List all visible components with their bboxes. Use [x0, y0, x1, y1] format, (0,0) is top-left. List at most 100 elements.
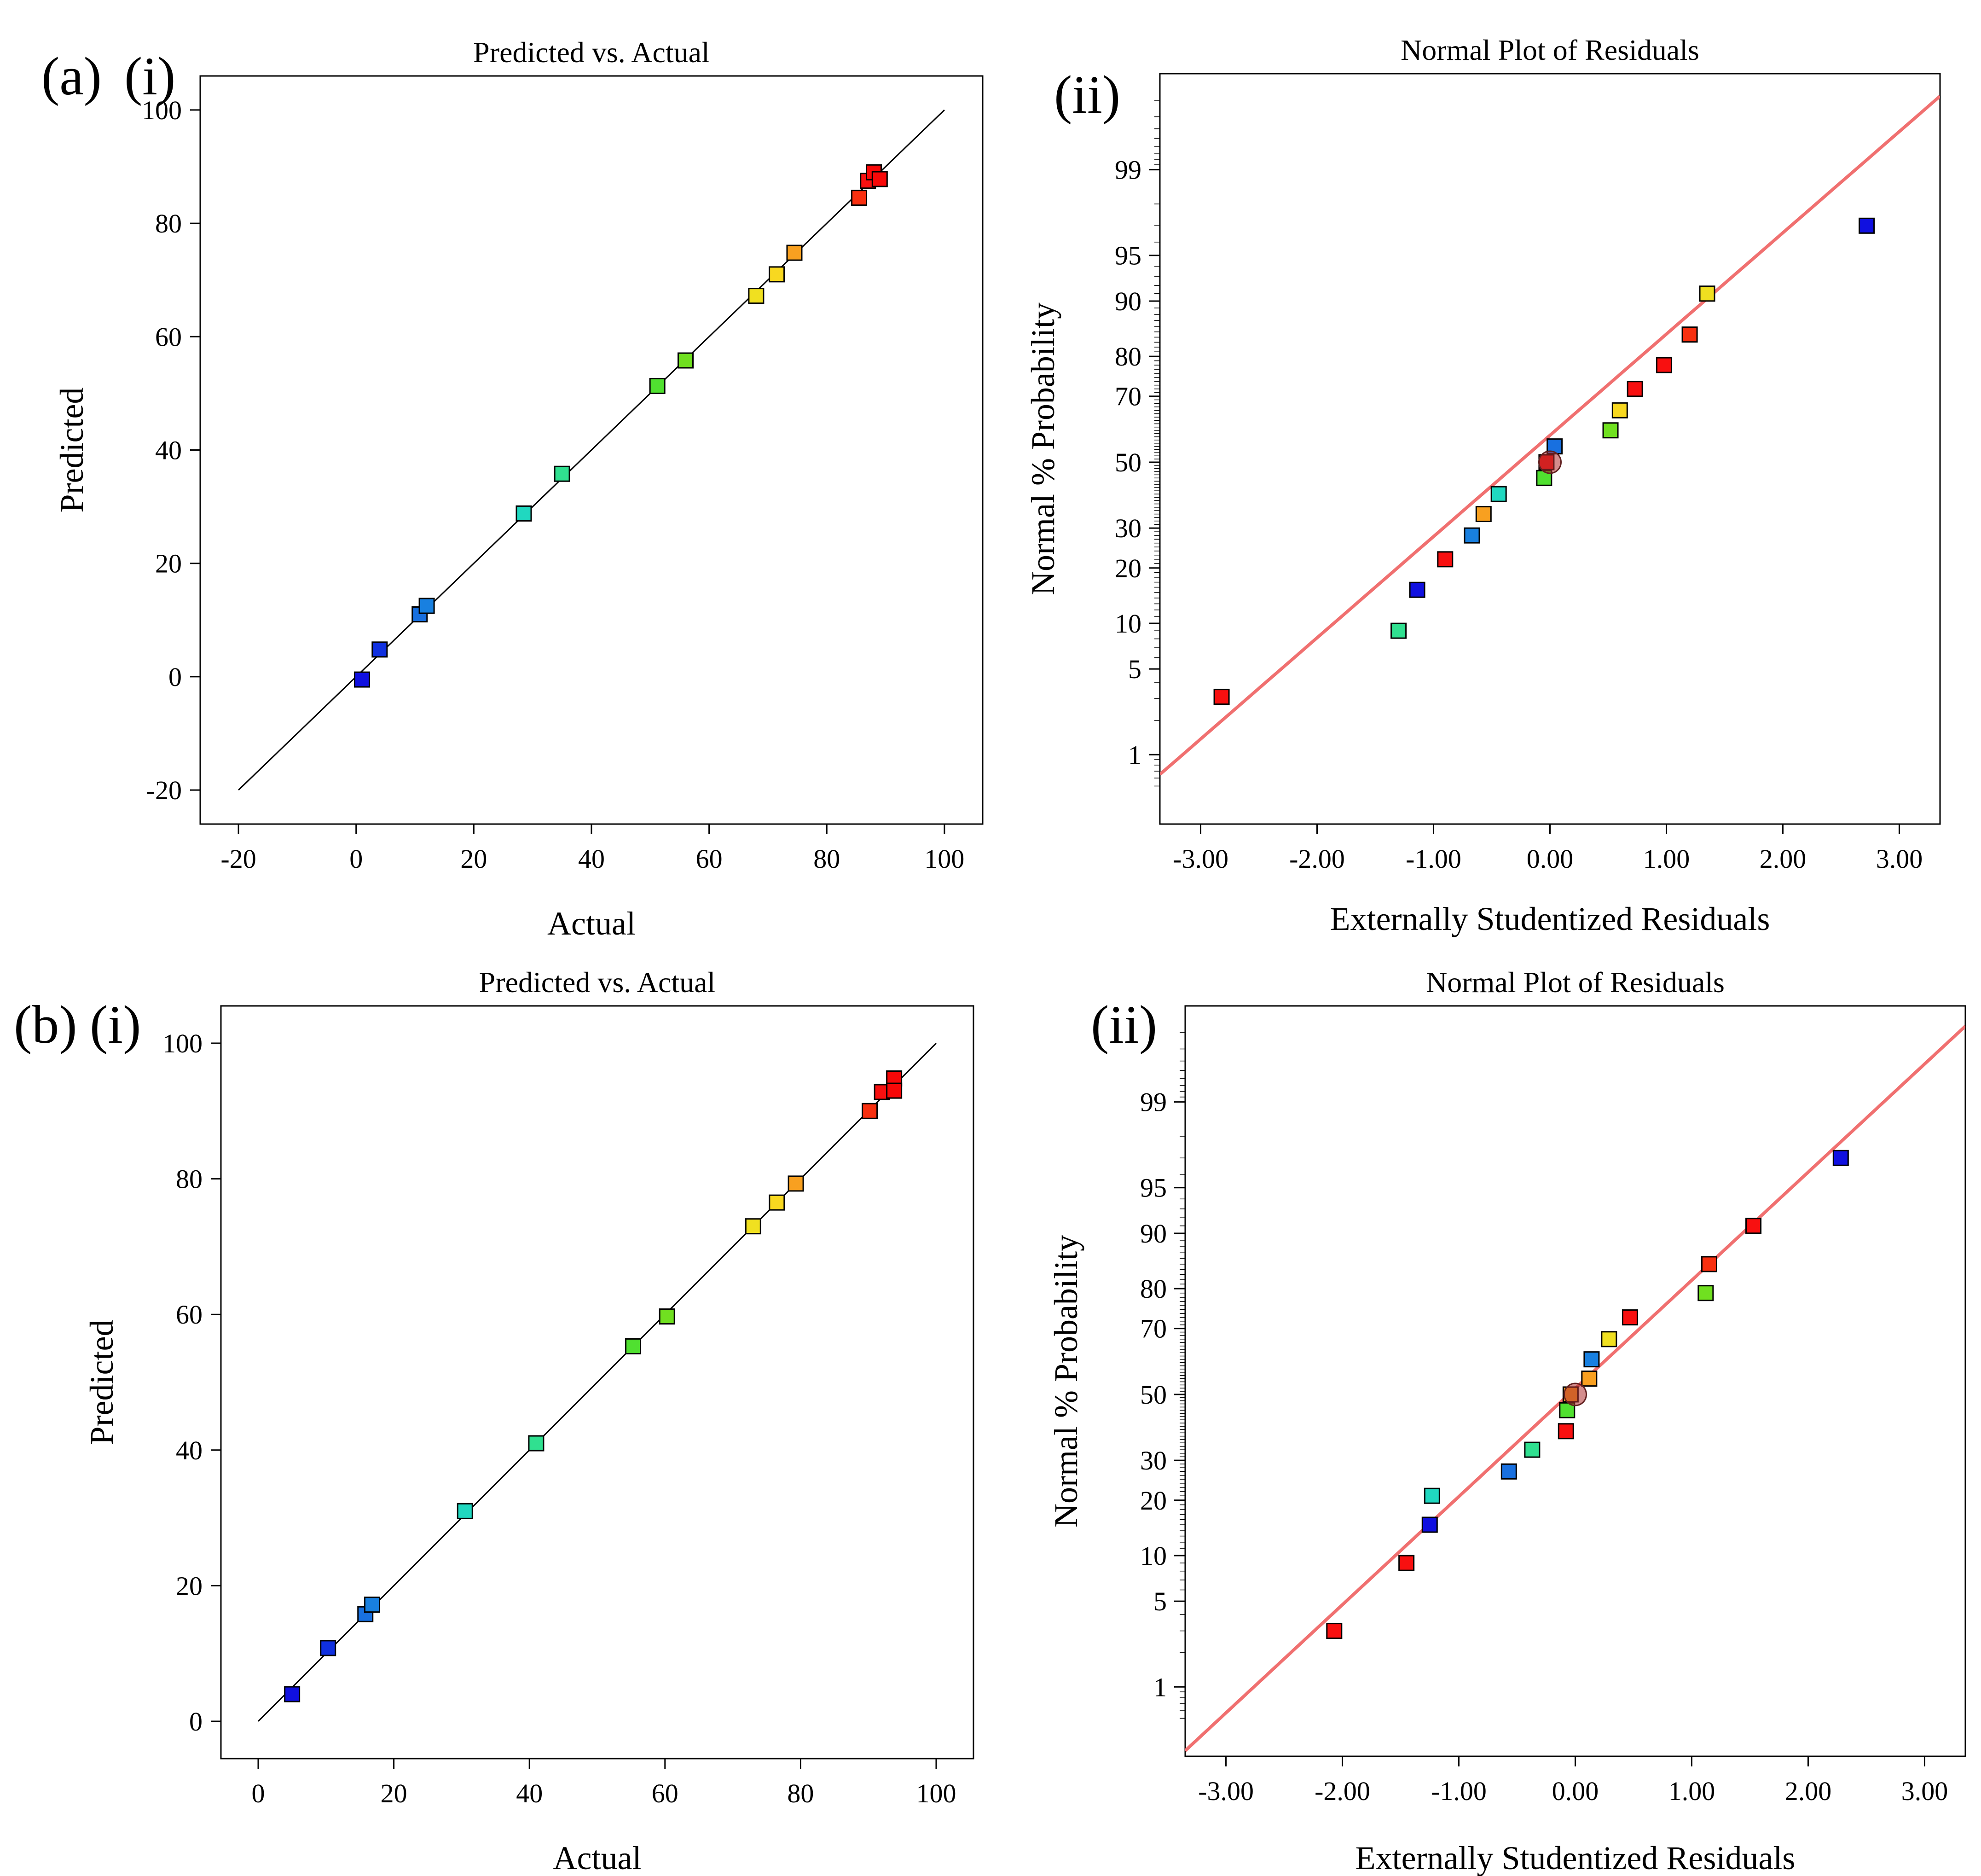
data-point — [1213, 689, 1230, 705]
data-point — [1558, 1423, 1574, 1440]
data-point — [1464, 527, 1480, 544]
y-tick-label: 50 — [1115, 447, 1141, 477]
data-point — [1398, 1555, 1415, 1571]
x-tick-label: 40 — [516, 1778, 543, 1808]
data-point — [1622, 1309, 1638, 1326]
data-point — [1701, 1256, 1717, 1272]
x-tick-label: 60 — [652, 1778, 678, 1808]
data-point — [862, 1103, 878, 1119]
y-tick-label: 40 — [176, 1435, 203, 1465]
y-tick-label: 90 — [1140, 1219, 1167, 1249]
x-tick-label: -2.00 — [1315, 1776, 1370, 1806]
data-point — [851, 190, 868, 206]
y-tick-label: 1 — [1153, 1672, 1167, 1702]
data-point — [678, 352, 694, 369]
x-axis-label: Externally Studentized Residuals — [1330, 900, 1770, 937]
y-tick-label: 99 — [1115, 155, 1141, 185]
data-point — [1409, 581, 1425, 598]
y-tick-label: 100 — [142, 95, 182, 125]
chart-a-ii-normal-plot: Normal Plot of Residuals -3.00 -2.00 -1.00 0… — [1025, 34, 1941, 937]
x-tick-label: -20 — [220, 844, 256, 874]
chart-b-i-predicted-vs-actual: Predicted vs. Actual 0 20 40 60 80 100 0 20 40 60 8… — [83, 966, 974, 1876]
y-tick-label: 80 — [176, 1164, 203, 1194]
data-point — [371, 641, 388, 658]
chart-b-ii-normal-plot: Normal Plot of Residuals -3.00 -2.00 -1.00 0… — [1048, 966, 1966, 1876]
x-tick-label: 0.00 — [1552, 1776, 1599, 1806]
data-point — [457, 1503, 473, 1519]
data-point — [1627, 381, 1643, 397]
y-tick-label: 99 — [1140, 1087, 1167, 1117]
x-axis-label: Externally Studentized Residuals — [1355, 1840, 1796, 1876]
normal-fit-line — [1160, 95, 1940, 776]
x-tick-label: 100 — [916, 1778, 956, 1808]
y-axis-label: Predicted — [53, 388, 90, 513]
y-tick-label: 10 — [1115, 609, 1141, 639]
x-tick-label: 2.00 — [1785, 1776, 1832, 1806]
data-point — [1437, 551, 1454, 568]
data-point — [748, 288, 765, 304]
y-tick-label: 30 — [1115, 513, 1141, 543]
data-point — [1859, 217, 1875, 234]
data-point — [786, 244, 803, 261]
data-point — [1326, 1623, 1343, 1639]
data-point — [769, 1194, 785, 1211]
y-tick-label: 30 — [1140, 1446, 1167, 1475]
center-marker — [1538, 450, 1562, 474]
data-point — [528, 1435, 544, 1452]
x-tick-label: 0.00 — [1527, 844, 1574, 874]
y-tick-label: 5 — [1153, 1586, 1167, 1616]
data-point — [1390, 622, 1407, 639]
y-tick-label: 70 — [1140, 1314, 1167, 1344]
data-point — [886, 1082, 903, 1099]
y-tick-label: 20 — [155, 549, 182, 579]
x-tick-label: -1.00 — [1431, 1776, 1487, 1806]
y-tick-label: 5 — [1128, 654, 1141, 684]
chart-title: Normal Plot of Residuals — [1426, 966, 1725, 999]
data-point — [1699, 285, 1715, 302]
data-point — [1745, 1218, 1762, 1234]
y-tick-label: 0 — [189, 1707, 203, 1737]
x-tick-label: 100 — [924, 844, 964, 874]
chart-title: Predicted vs. Actual — [479, 966, 716, 999]
y-tick-label: 95 — [1140, 1173, 1167, 1203]
x-tick-label: 60 — [696, 844, 723, 874]
y-tick-label: 40 — [155, 436, 182, 465]
data-point — [871, 171, 888, 187]
x-tick-label: 20 — [460, 844, 487, 874]
chart-a-i-predicted-vs-actual: Predicted vs. Actual -20 0 20 40 60 80 100 -20 0 2… — [53, 36, 984, 942]
data-point — [516, 505, 532, 522]
y-tick-label: 60 — [176, 1300, 203, 1330]
data-point — [1490, 486, 1507, 502]
reference-line — [238, 109, 945, 791]
y-tick-label: 80 — [1140, 1274, 1167, 1304]
y-tick-label: -20 — [146, 775, 182, 805]
y-tick-label: 0 — [168, 662, 182, 692]
data-point — [554, 465, 570, 482]
x-tick-label: 1.00 — [1668, 1776, 1715, 1806]
x-axis-label: Actual — [553, 1840, 642, 1876]
data-point — [625, 1338, 642, 1354]
data-point — [1832, 1150, 1849, 1166]
data-point — [1601, 1331, 1617, 1347]
data-point — [1581, 1371, 1598, 1387]
data-point — [1421, 1516, 1438, 1533]
data-point — [1500, 1463, 1517, 1480]
data-point — [1524, 1441, 1541, 1458]
data-point — [354, 671, 371, 688]
x-axis-label: Actual — [547, 905, 636, 942]
x-tick-label: -2.00 — [1289, 844, 1345, 874]
data-point — [649, 378, 666, 394]
x-tick-label: -3.00 — [1173, 844, 1228, 874]
data-point — [769, 266, 785, 283]
data-point — [284, 1686, 301, 1702]
y-tick-label: 20 — [1115, 553, 1141, 583]
data-point — [1611, 402, 1628, 418]
x-tick-label: 0 — [349, 844, 363, 874]
data-point — [1681, 326, 1698, 343]
x-tick-label: 0 — [252, 1778, 265, 1808]
data-point — [788, 1175, 804, 1192]
y-tick-label: 95 — [1115, 241, 1141, 271]
y-axis-label: Predicted — [83, 1320, 120, 1445]
plot-frame — [220, 1005, 974, 1760]
